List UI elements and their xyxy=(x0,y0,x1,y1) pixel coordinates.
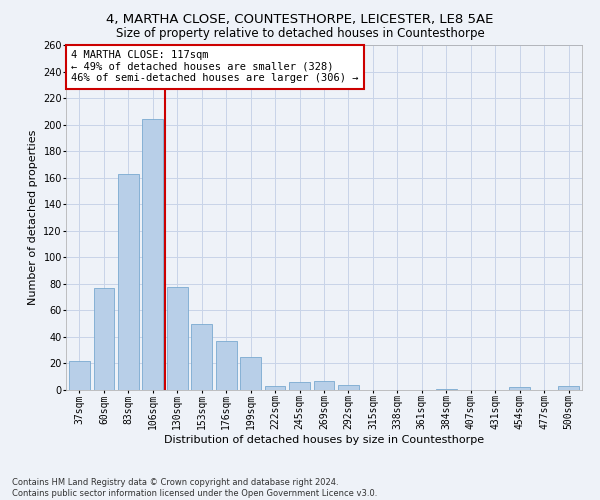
X-axis label: Distribution of detached houses by size in Countesthorpe: Distribution of detached houses by size … xyxy=(164,435,484,445)
Bar xyxy=(191,324,212,390)
Bar xyxy=(558,386,579,390)
Bar xyxy=(69,361,90,390)
Bar xyxy=(94,288,114,390)
Bar xyxy=(436,388,457,390)
Bar xyxy=(509,388,530,390)
Bar xyxy=(167,286,188,390)
Bar xyxy=(118,174,139,390)
Text: Contains HM Land Registry data © Crown copyright and database right 2024.
Contai: Contains HM Land Registry data © Crown c… xyxy=(12,478,377,498)
Text: 4 MARTHA CLOSE: 117sqm
← 49% of detached houses are smaller (328)
46% of semi-de: 4 MARTHA CLOSE: 117sqm ← 49% of detached… xyxy=(71,50,359,84)
Bar xyxy=(142,120,163,390)
Y-axis label: Number of detached properties: Number of detached properties xyxy=(28,130,38,305)
Text: Size of property relative to detached houses in Countesthorpe: Size of property relative to detached ho… xyxy=(116,28,484,40)
Text: 4, MARTHA CLOSE, COUNTESTHORPE, LEICESTER, LE8 5AE: 4, MARTHA CLOSE, COUNTESTHORPE, LEICESTE… xyxy=(106,12,494,26)
Bar xyxy=(265,386,286,390)
Bar xyxy=(216,341,236,390)
Bar xyxy=(289,382,310,390)
Bar xyxy=(314,380,334,390)
Bar xyxy=(240,357,261,390)
Bar xyxy=(338,384,359,390)
